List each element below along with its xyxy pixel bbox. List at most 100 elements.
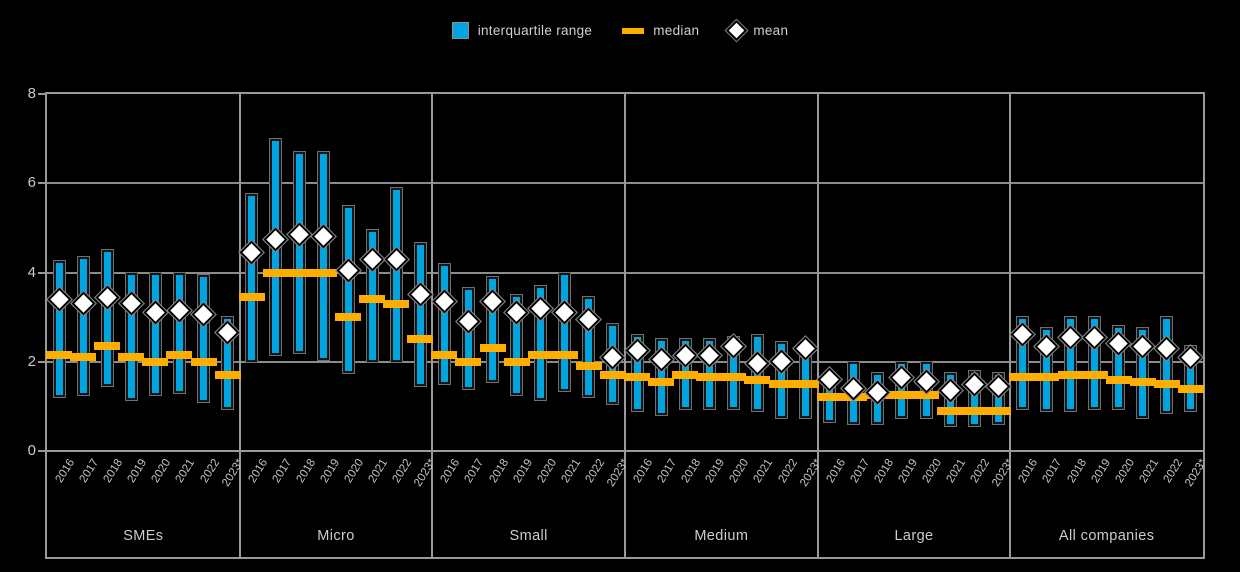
iqr-bar	[1137, 328, 1149, 418]
median-marker	[359, 295, 386, 304]
iqr-bar	[318, 152, 330, 360]
y-tick-0	[38, 450, 46, 452]
group-label-micro: Micro	[317, 528, 355, 544]
median-marker	[310, 268, 337, 277]
iqr-bar	[631, 334, 643, 411]
median-marker	[286, 268, 313, 277]
median-marker	[551, 351, 578, 360]
median-marker	[599, 371, 626, 380]
interquartile-range-square-icon	[451, 22, 469, 39]
median-marker	[744, 375, 771, 384]
median-marker	[768, 380, 795, 389]
median-marker	[479, 344, 506, 353]
iqr-bar	[559, 272, 571, 391]
iqr-bar	[776, 341, 788, 418]
group-separator	[431, 94, 434, 557]
median-marker	[503, 357, 530, 366]
median-marker	[937, 406, 964, 415]
legend-item-interquartile-range: interquartile range	[451, 22, 593, 39]
y-tick-label: 0	[27, 442, 36, 459]
iqr-bar	[968, 370, 980, 427]
median-marker	[985, 406, 1012, 415]
y-tick-8	[38, 93, 46, 95]
group-separator	[1009, 94, 1012, 557]
legend-label-mean: mean	[753, 23, 789, 38]
chart-legend: interquartile range median mean	[0, 19, 1240, 42]
median-marker	[118, 353, 145, 362]
median-marker	[70, 353, 97, 362]
median-marker	[1153, 380, 1180, 389]
group-separator	[238, 94, 241, 557]
median-marker	[166, 351, 193, 360]
legend-item-median: median	[622, 23, 699, 38]
iqr-bar	[1089, 317, 1101, 409]
iqr-bar	[222, 317, 234, 409]
median-marker	[1033, 373, 1060, 382]
legend-label-median: median	[653, 23, 700, 38]
median-marker	[816, 393, 843, 402]
median-marker	[1177, 384, 1204, 393]
iqr-bar	[1113, 326, 1125, 409]
median-dash-icon	[622, 27, 645, 34]
iqr-bar	[149, 272, 161, 396]
y-tick-label: 4	[27, 263, 36, 281]
median-marker	[431, 351, 458, 360]
iqr-bar	[896, 361, 908, 418]
y-tick-label: 8	[27, 85, 36, 102]
median-marker	[792, 380, 819, 389]
median-marker	[1081, 371, 1108, 380]
median-marker	[648, 377, 675, 386]
iqr-bar	[1016, 317, 1028, 409]
iqr-bar	[1161, 317, 1173, 414]
y-tick-label: 2	[27, 352, 36, 370]
median-marker	[913, 391, 940, 400]
iqr-bar	[198, 274, 210, 402]
iqr-bar	[246, 194, 258, 362]
median-marker	[1057, 371, 1084, 380]
iqr-bar	[535, 285, 547, 400]
median-marker	[1009, 373, 1036, 382]
median-marker	[1105, 375, 1132, 384]
median-marker	[94, 342, 121, 351]
median-marker	[190, 357, 217, 366]
iqr-bar	[438, 263, 450, 385]
iqr-bar	[294, 152, 306, 353]
iqr-bar	[487, 276, 499, 382]
y-tick-2	[38, 360, 46, 363]
iqr-bar	[101, 250, 113, 387]
iqr-bar	[655, 339, 667, 416]
iqr-bar	[414, 243, 426, 387]
group-label-smes: SMEs	[123, 528, 164, 544]
iqr-bar	[583, 297, 595, 398]
median-marker	[961, 406, 988, 415]
iqr-bar	[390, 187, 402, 362]
median-marker	[696, 373, 723, 382]
iqr-bar	[1040, 328, 1052, 411]
group-separator	[624, 94, 626, 557]
y-tick-4	[38, 271, 46, 274]
median-marker	[575, 362, 602, 371]
median-marker	[214, 371, 241, 380]
median-marker	[624, 373, 651, 382]
chart-frame	[45, 92, 1205, 559]
iqr-bar	[342, 205, 354, 373]
median-marker	[238, 293, 265, 302]
iqr-bar	[173, 272, 185, 393]
group-label-medium: Medium	[694, 528, 749, 544]
group-label-small: Small	[509, 528, 548, 544]
median-marker	[407, 335, 434, 344]
iqr-bar	[1065, 317, 1077, 411]
median-marker	[888, 391, 915, 400]
median-marker	[383, 299, 410, 308]
median-marker	[262, 268, 289, 277]
median-marker	[142, 357, 169, 366]
group-label-large: Large	[894, 528, 934, 544]
group-label-all-companies: All companies	[1058, 528, 1155, 544]
iqr-bar	[125, 272, 137, 400]
iqr-bar	[53, 261, 65, 398]
iqr-bar	[77, 256, 89, 396]
group-separator	[816, 94, 819, 557]
median-marker	[720, 373, 747, 382]
median-marker	[46, 351, 73, 360]
